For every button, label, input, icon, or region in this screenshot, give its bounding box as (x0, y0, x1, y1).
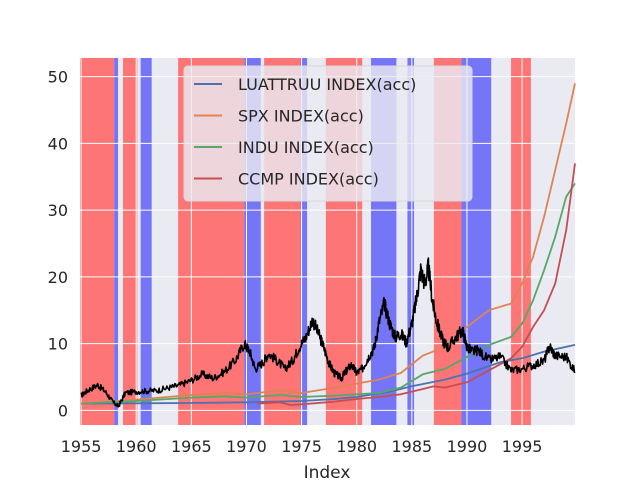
series-line-3 (257, 163, 576, 406)
series-line-4 (80, 257, 576, 408)
x-tick-label: 1995 (502, 437, 543, 456)
regime-band-red (511, 58, 531, 425)
regime-band-red (122, 58, 138, 425)
regime-band-blue (300, 58, 308, 425)
y-tick-label: 50 (48, 68, 68, 87)
legend-label: INDU INDEX(acc) (238, 138, 374, 157)
x-tick-label: 1990 (447, 437, 488, 456)
x-tick-label: 1955 (61, 437, 102, 456)
legend-box (183, 65, 473, 202)
x-tick-label: 1975 (281, 437, 322, 456)
series-line-2 (81, 182, 576, 405)
x-tick-label: 1970 (226, 437, 267, 456)
x-tick-label: 1980 (336, 437, 377, 456)
regime-band-blue (114, 58, 119, 425)
regime-band-blue (140, 58, 152, 425)
x-axis-title: Index (304, 463, 351, 480)
y-tick-label: 20 (48, 268, 68, 287)
y-tick-label: 0 (58, 401, 68, 420)
x-tick-label: 1965 (171, 437, 212, 456)
y-tick-label: 40 (48, 134, 68, 153)
x-tick-label: 1960 (116, 437, 157, 456)
legend-label: LUATTRUU INDEX(acc) (238, 75, 416, 94)
legend: LUATTRUU INDEX(acc) SPX INDEX(acc) INDU IN… (183, 65, 473, 202)
series-line-1 (81, 83, 576, 405)
x-axis-ticks: 1955 1960 1965 1970 1975 1980 1985 1990 1995 (61, 437, 543, 456)
regime-band-red (80, 58, 115, 425)
series-lines (80, 83, 576, 408)
series-line-0 (81, 344, 576, 405)
regime-band-blue (407, 58, 415, 425)
legend-label: CCMP INDEX(acc) (238, 170, 379, 189)
legend-label: SPX INDEX(acc) (238, 107, 364, 126)
y-tick-label: 30 (48, 201, 68, 220)
x-tick-label: 1985 (391, 437, 432, 456)
y-axis-ticks: 0 10 20 30 40 50 (48, 68, 68, 421)
gridlines (80, 58, 575, 425)
y-tick-label: 10 (48, 335, 68, 354)
